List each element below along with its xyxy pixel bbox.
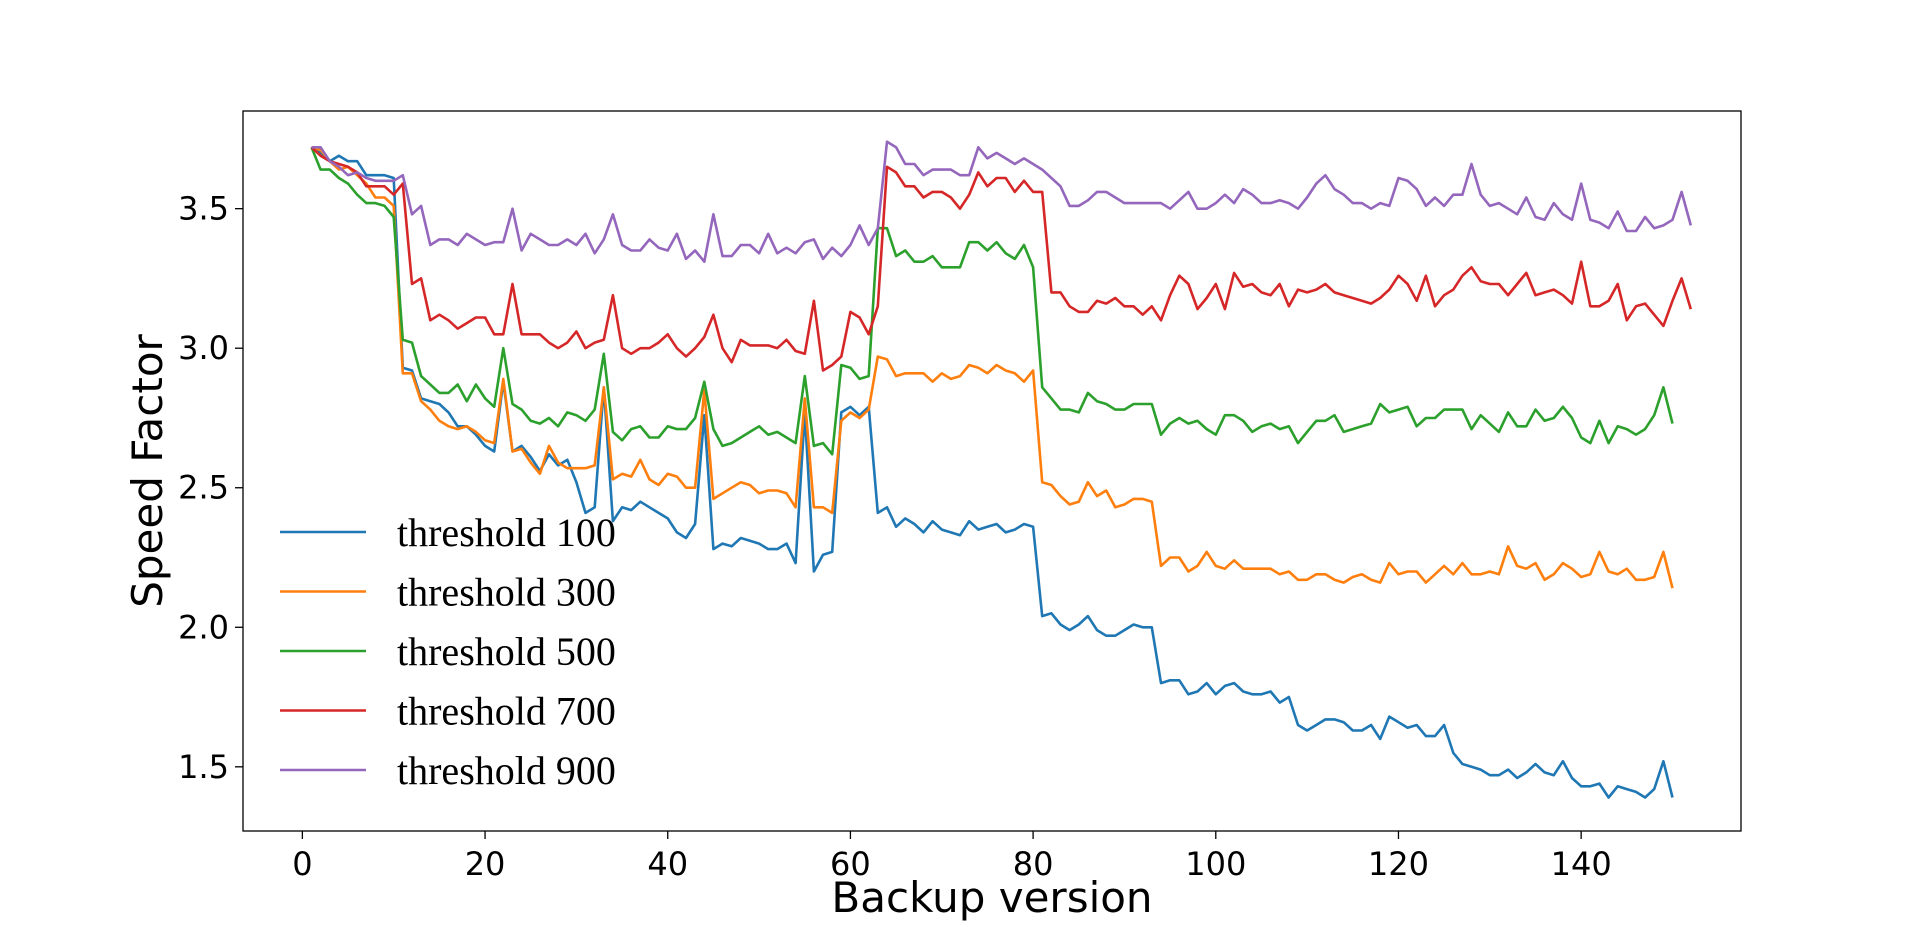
y-axis-ticks: 1.5 2.0 2.5 3.0 3.5 — [178, 190, 243, 786]
series-line-1 — [310, 146, 1674, 799]
series-layer — [310, 140, 1693, 799]
legend-label: threshold 500 — [397, 629, 616, 674]
y-tick-label: 2.5 — [178, 469, 229, 507]
y-tick-label: 3.0 — [178, 329, 229, 367]
x-axis-ticks: 0 20 40 60 80 100 120 140 — [292, 831, 1612, 883]
series-line-3 — [310, 146, 1674, 456]
x-tick-label: 20 — [465, 845, 506, 883]
x-tick-label: 0 — [292, 845, 312, 883]
series-line-4 — [310, 146, 1693, 372]
series-line-5 — [311, 140, 1693, 264]
legend-label: threshold 900 — [397, 748, 616, 793]
x-tick-label: 60 — [830, 845, 871, 883]
legend-label: threshold 100 — [397, 510, 616, 555]
legend: threshold 100 threshold 300 threshold 500 t… — [280, 510, 616, 793]
x-tick-label: 100 — [1185, 845, 1246, 883]
y-axis-title: Speed Factor — [123, 333, 172, 607]
y-tick-label: 3.5 — [178, 190, 229, 228]
x-tick-label: 80 — [1013, 845, 1054, 883]
x-tick-label: 120 — [1368, 845, 1429, 883]
x-tick-label: 40 — [647, 845, 688, 883]
x-tick-label: 140 — [1551, 845, 1612, 883]
legend-label: threshold 300 — [397, 570, 616, 615]
y-tick-label: 1.5 — [178, 748, 229, 786]
legend-label: threshold 700 — [397, 689, 616, 734]
y-tick-label: 2.0 — [178, 608, 229, 646]
x-axis-title: Backup version — [831, 873, 1152, 922]
series-line-2 — [311, 146, 1674, 589]
plot-frame — [242, 110, 1742, 832]
